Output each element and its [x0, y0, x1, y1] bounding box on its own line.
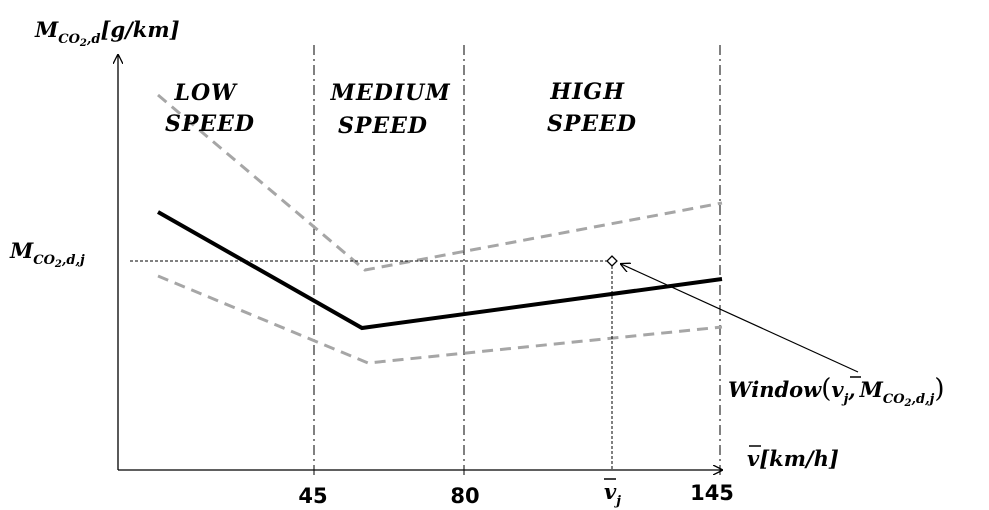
lower-bound-curve — [157, 274, 723, 365]
window-callout-arrow — [621, 264, 859, 373]
x-axis-label: v[km/h] — [747, 446, 839, 471]
region-high-label: HIGH SPEED — [547, 79, 637, 137]
upper-bound-curve — [157, 93, 723, 272]
window-label: Window(vj, MCO2,d,j) — [728, 374, 945, 409]
region-low-label: LOW SPEED — [165, 80, 255, 137]
mean-emission-curve — [157, 210, 723, 331]
tick-80: 80 — [450, 484, 479, 508]
tick-vj: vj — [604, 479, 621, 509]
tick-145: 145 — [690, 481, 734, 505]
y-axis-label: MCO2,d[g/km] — [34, 17, 180, 49]
window-point-marker — [606, 255, 618, 267]
tick-45: 45 — [298, 484, 327, 508]
level-label: MCO2,d,j — [9, 238, 85, 270]
region-medium-label: MEDIUM SPEED — [330, 80, 460, 139]
